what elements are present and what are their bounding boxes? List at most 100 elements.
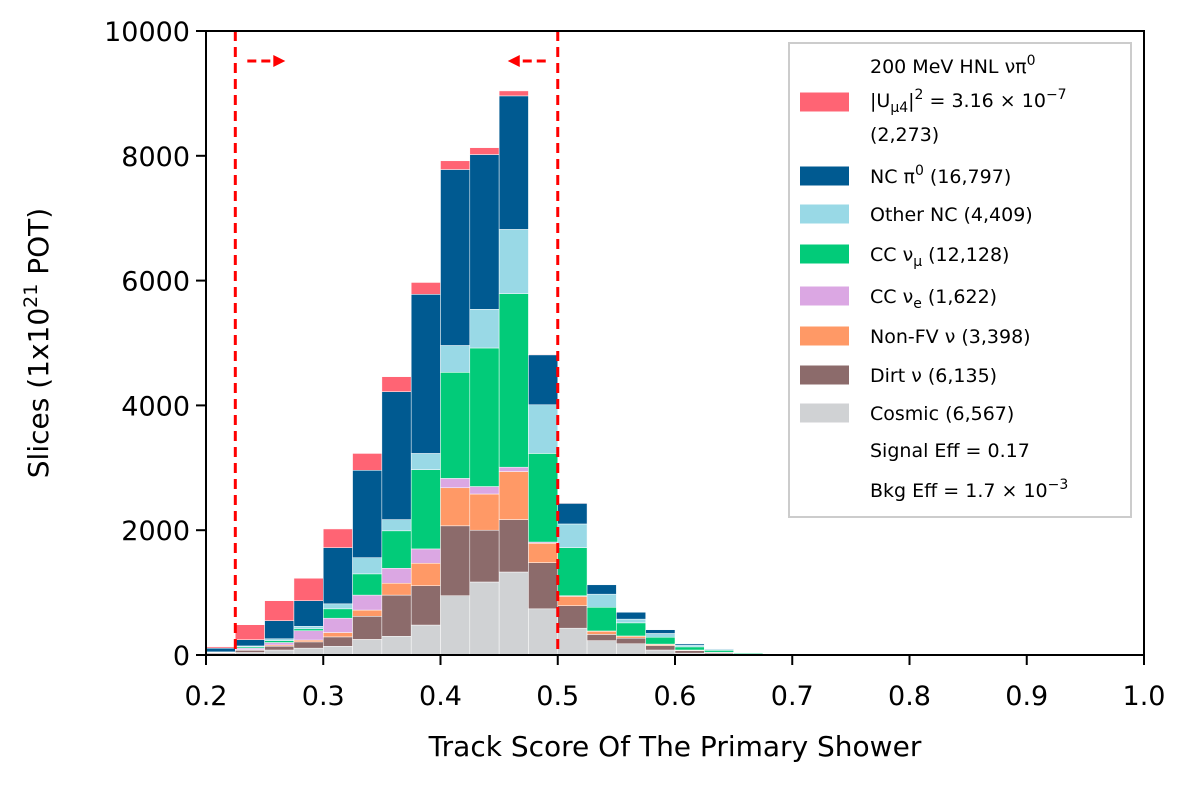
legend-item-cosmic: Cosmic (6,567) (800, 403, 1014, 425)
bar-cosmic-12 (557, 627, 588, 656)
bar-dirt-7 (410, 585, 441, 626)
bar-ccmu-17 (704, 650, 734, 653)
bar-nonfv-11 (528, 543, 558, 563)
legend-item-cce: CC νe (1,622) (800, 286, 997, 312)
bar-ncpi0-4 (323, 547, 353, 605)
bar-ccmu-6 (381, 530, 412, 569)
bar-othernc-12 (557, 523, 588, 548)
y-tick-label: 4000 (121, 391, 190, 422)
x-tick-label: 0.3 (302, 681, 345, 712)
bar-ccmu-7 (410, 469, 441, 550)
bar-cce-6 (381, 568, 412, 584)
bar-othernc-4 (323, 603, 353, 610)
bar-cce-7 (410, 548, 441, 564)
legend-label: CC νe (1,622) (870, 286, 997, 312)
legend-item-bkg: Bkg Eff = 1.7 × 10−3 (870, 477, 1068, 502)
bar-ncpi0-1 (235, 639, 265, 647)
bar-cce-10 (498, 466, 529, 472)
legend-label: Other NC (4,409) (870, 204, 1033, 226)
bars-layer (205, 90, 822, 656)
legend-box (788, 42, 1132, 518)
x-tick-label: 0.8 (888, 681, 931, 712)
bar-hnl-0 (205, 646, 236, 649)
x-tick-label: 1.0 (1123, 681, 1166, 712)
bar-ncpi0-6 (381, 391, 412, 520)
bar-ncpi0-14 (616, 612, 646, 620)
bar-cosmic-13 (586, 640, 617, 656)
bar-ncpi0-8 (440, 169, 471, 346)
bar-nonfv-9 (469, 493, 500, 531)
bar-dirt-11 (528, 562, 558, 610)
bar-othernc-6 (381, 519, 412, 532)
bar-ncpi0-10 (498, 95, 529, 230)
cut-lines-layer (233, 31, 560, 655)
y-axis-label: Slices (1x1021 POT) (20, 208, 55, 478)
bar-hnl-2 (264, 600, 295, 621)
bar-ccmu-5 (352, 573, 383, 596)
bar-othernc-14 (616, 618, 646, 624)
legend-swatch (800, 403, 849, 423)
bar-ccmu-4 (323, 608, 353, 619)
bar-cosmic-5 (352, 639, 383, 656)
bar-ncpi0-17 (704, 648, 734, 650)
bar-nonfv-8 (440, 487, 471, 527)
bar-ccmu-16 (674, 646, 705, 651)
x-axis: 0.2 0.3 0.4 0.5 0.6 0.7 0.8 0.9 1.0 (185, 655, 1166, 712)
bar-othernc-10 (498, 229, 529, 294)
legend-item-nonfv: Non-FV ν (3,398) (800, 326, 1031, 348)
bar-ccmu-14 (616, 622, 646, 637)
legend-item-sig: Signal Eff = 0.17 (870, 440, 1030, 462)
bar-cosmic-14 (616, 643, 646, 656)
bar-ncpi0-16 (674, 643, 705, 646)
bar-ccmu-8 (440, 372, 471, 479)
bar-ncpi0-2 (264, 620, 295, 640)
bar-dirt-16 (674, 650, 705, 654)
bar-hnl-3 (293, 577, 324, 601)
bar-ncpi0-7 (410, 294, 441, 454)
bar-ncpi0-15 (645, 629, 676, 634)
bar-hnl-4 (323, 528, 353, 548)
bar-cosmic-9 (469, 581, 500, 656)
bar-ncpi0-3 (293, 600, 324, 627)
bar-othernc-9 (469, 309, 500, 349)
cut-arrow-head-0 (273, 55, 286, 67)
bar-dirt-9 (469, 529, 500, 583)
bar-cce-4 (323, 617, 353, 633)
x-tick-label: 0.9 (1005, 681, 1048, 712)
bar-cosmic-8 (440, 595, 471, 656)
y-tick-label: 8000 (121, 142, 190, 173)
y-axis: 0 2000 4000 6000 8000 10000 (104, 17, 206, 672)
bar-cosmic-7 (410, 624, 441, 656)
bar-nonfv-12 (557, 596, 588, 606)
bar-hnl-9 (469, 147, 500, 155)
bar-hnl-8 (440, 160, 471, 170)
bar-ncpi0-9 (469, 154, 500, 310)
bar-nonfv-5 (352, 609, 383, 617)
bar-hnl-12 (557, 502, 588, 504)
legend-label: CC νμ (12,128) (870, 244, 1009, 270)
x-tick-label: 0.2 (185, 681, 228, 712)
bar-nonfv-6 (381, 582, 412, 596)
bar-othernc-5 (352, 557, 383, 575)
bar-dirt-15 (645, 645, 676, 651)
legend-swatch (800, 244, 849, 264)
legend-item-dirt: Dirt ν (6,135) (800, 365, 997, 387)
y-tick-label: 0 (173, 641, 190, 672)
bar-dirt-12 (557, 605, 588, 629)
legend-label: |Uμ4|2 = 3.16 × 10−7 (870, 87, 1067, 116)
bar-dirt-1 (235, 650, 265, 653)
bar-dirt-4 (323, 636, 353, 647)
bar-othernc-8 (440, 345, 471, 373)
bar-nonfv-14 (616, 636, 646, 639)
legend-label: (2,273) (870, 124, 939, 146)
legend: 200 MeV HNL νπ0 |Uμ4|2 = 3.16 × 10−7 (2,2… (788, 42, 1132, 518)
bar-cosmic-6 (381, 636, 412, 656)
bar-othernc-15 (645, 633, 676, 638)
cut-arrow-head-1 (507, 55, 520, 67)
bar-nonfv-13 (586, 631, 617, 635)
legend-item-ccmu: CC νμ (12,128) (800, 244, 1009, 270)
bar-cosmic-4 (323, 646, 353, 656)
legend-swatch (800, 92, 849, 112)
bar-cce-9 (469, 486, 500, 495)
bar-dirt-10 (498, 519, 529, 573)
